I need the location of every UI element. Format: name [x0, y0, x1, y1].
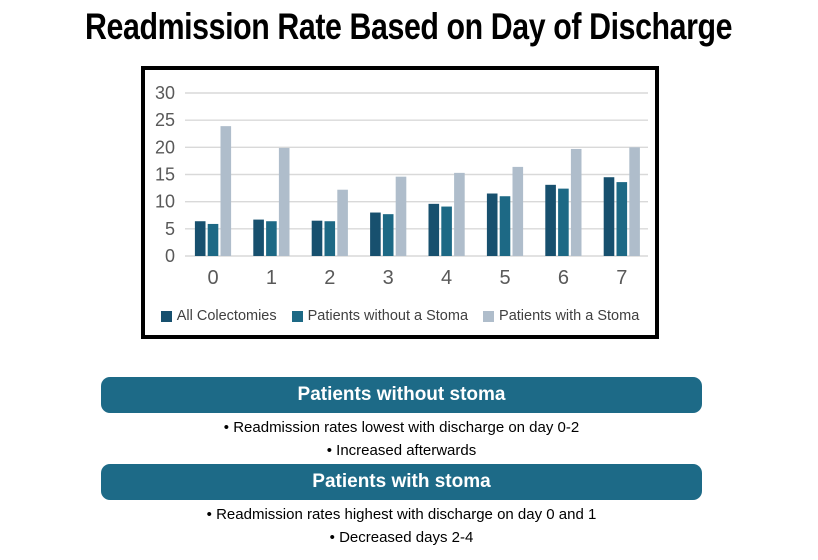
x-axis-tick-label: 2 — [324, 267, 335, 289]
x-axis-tick-label: 6 — [558, 267, 569, 289]
page-title: Readmission Rate Based on Day of Dischar… — [0, 2, 818, 52]
bar-all-colectomies-day-7 — [603, 177, 615, 256]
bullet-item: Readmission rates lowest with discharge … — [101, 417, 702, 440]
bar-patients-without-a-stoma-day-0 — [207, 223, 219, 256]
x-axis-tick-label: 0 — [207, 267, 218, 289]
bar-all-colectomies-day-4 — [428, 203, 440, 256]
legend-label: Patients with a Stoma — [499, 308, 640, 324]
x-axis-tick-label: 1 — [266, 267, 277, 289]
bar-patients-without-a-stoma-day-2 — [324, 221, 336, 256]
legend-swatch-icon — [483, 310, 495, 322]
banner-patients-with-stoma: Patients with stoma — [101, 464, 702, 500]
x-axis-tick-label: 7 — [616, 267, 627, 289]
bar-patients-without-a-stoma-day-3 — [382, 214, 394, 256]
bullet-item: Decreased days 2-4 — [101, 527, 702, 550]
legend-item: Patients without a Stoma — [291, 308, 469, 324]
bar-patients-without-a-stoma-day-1 — [266, 221, 277, 256]
section-patients-with-stoma: Patients with stoma Readmission rates hi… — [101, 464, 702, 549]
x-axis-tick-label: 5 — [499, 267, 510, 289]
bar-all-colectomies-day-5 — [486, 193, 498, 256]
chart-frame: 0 5 10 15 20 25 30 0 1 2 3 4 5 6 7 All Colectomies Pati… — [141, 66, 659, 339]
y-axis-tick-label: 5 — [165, 219, 175, 239]
bar-patients-with-a-stoma-day-2 — [337, 189, 348, 256]
section-patients-without-stoma: Patients without stoma Readmission rates… — [101, 377, 702, 462]
y-axis-tick-label: 10 — [155, 192, 175, 212]
bar-patients-without-a-stoma-day-6 — [558, 188, 569, 256]
bar-patients-with-a-stoma-day-0 — [220, 126, 232, 256]
legend-item: All Colectomies — [160, 308, 277, 324]
legend-label: Patients without a Stoma — [307, 308, 469, 324]
bullet-list-with-stoma: Readmission rates highest with discharge… — [101, 504, 702, 549]
page-title-text: Readmission Rate Based on Day of Dischar… — [85, 6, 733, 47]
bar-patients-with-a-stoma-day-5 — [512, 166, 524, 256]
x-axis-tick-label: 3 — [383, 267, 394, 289]
bar-all-colectomies-day-0 — [194, 221, 206, 256]
legend-swatch-icon — [160, 310, 172, 322]
bar-patients-with-a-stoma-day-6 — [570, 148, 582, 256]
bar-all-colectomies-day-1 — [253, 219, 264, 256]
bar-patients-with-a-stoma-day-7 — [629, 147, 640, 256]
y-axis-tick-label: 25 — [155, 110, 175, 130]
y-axis-tick-label: 30 — [155, 83, 175, 103]
y-axis-tick-label: 15 — [155, 165, 175, 185]
legend-item: Patients with a Stoma — [483, 308, 639, 324]
bullet-item: Increased afterwards — [101, 440, 702, 463]
y-axis-tick-label: 20 — [155, 137, 175, 157]
bar-patients-with-a-stoma-day-4 — [454, 172, 465, 256]
bar-patients-without-a-stoma-day-4 — [441, 206, 452, 256]
bar-all-colectomies-day-3 — [370, 212, 381, 256]
bar-patients-without-a-stoma-day-7 — [616, 182, 628, 256]
y-axis-tick-label: 0 — [165, 246, 175, 266]
bullet-item: Readmission rates highest with discharge… — [101, 504, 702, 527]
banner-patients-without-stoma: Patients without stoma — [101, 377, 702, 413]
bar-patients-without-a-stoma-day-5 — [499, 196, 511, 256]
bullet-list-without-stoma: Readmission rates lowest with discharge … — [101, 417, 702, 462]
x-axis-tick-label: 4 — [441, 267, 452, 289]
chart-legend: All Colectomies Patients without a Stoma P… — [145, 308, 655, 324]
chart-svg: 0 5 10 15 20 25 30 0 1 2 3 4 5 6 7 — [155, 83, 648, 289]
legend-label: All Colectomies — [176, 308, 277, 324]
bar-patients-with-a-stoma-day-1 — [278, 147, 290, 256]
bar-patients-with-a-stoma-day-3 — [395, 176, 407, 256]
bar-all-colectomies-day-6 — [545, 184, 556, 256]
legend-swatch-icon — [291, 310, 303, 322]
bar-all-colectomies-day-2 — [311, 220, 323, 256]
